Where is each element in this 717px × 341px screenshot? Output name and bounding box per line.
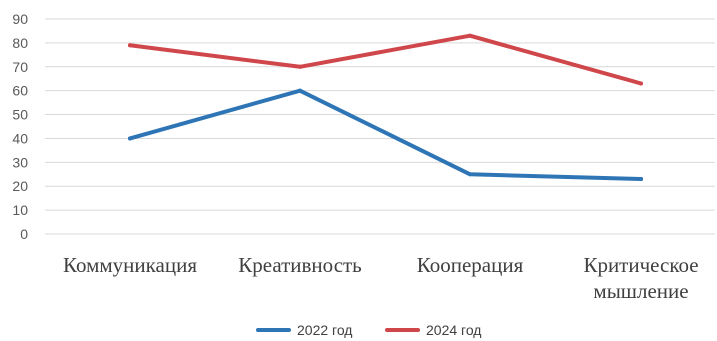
y-tick-label: 0 bbox=[20, 226, 28, 242]
series-line-1 bbox=[128, 88, 643, 182]
legend-item: 2024 год bbox=[385, 322, 481, 338]
y-tick-label: 20 bbox=[12, 178, 28, 194]
data-point bbox=[639, 177, 643, 182]
data-point bbox=[639, 81, 643, 86]
y-tick-label: 70 bbox=[12, 59, 28, 75]
legend-label: 2024 год bbox=[426, 322, 481, 338]
x-tick-label: Креативность bbox=[238, 253, 362, 277]
x-tick-label-line: Критическое bbox=[583, 253, 698, 277]
legend: 2022 год 2024 год bbox=[256, 322, 481, 338]
x-tick-label-line: Креативность bbox=[238, 253, 362, 277]
x-tick-label-line: Коммуникация bbox=[63, 253, 197, 277]
series-layer bbox=[128, 33, 643, 182]
data-point bbox=[128, 136, 132, 141]
data-point bbox=[468, 172, 472, 177]
data-point bbox=[128, 43, 132, 48]
grid-layer bbox=[45, 18, 715, 235]
y-axis-ticks: 0 10 20 30 40 50 60 70 80 90 bbox=[12, 11, 28, 242]
y-tick-label: 30 bbox=[12, 154, 28, 170]
y-tick-label: 60 bbox=[12, 83, 28, 99]
y-tick-label: 10 bbox=[12, 202, 28, 218]
legend-label: 2022 год bbox=[297, 322, 352, 338]
legend-item: 2022 год bbox=[256, 322, 352, 338]
x-tick-label-line: Кооперация bbox=[417, 253, 524, 277]
x-tick-label-line: мышление bbox=[593, 279, 688, 303]
data-point bbox=[468, 33, 472, 38]
y-tick-label: 80 bbox=[12, 35, 28, 51]
y-tick-label: 90 bbox=[12, 11, 28, 27]
x-tick-label: Кооперация bbox=[417, 253, 524, 277]
series-line-2 bbox=[128, 33, 643, 86]
x-axis-ticks: Коммуникация Креативность Кооперация Критич… bbox=[63, 253, 699, 303]
y-tick-label: 50 bbox=[12, 107, 28, 123]
x-tick-label: Коммуникация bbox=[63, 253, 197, 277]
data-point bbox=[298, 88, 302, 93]
data-point bbox=[298, 64, 302, 69]
y-tick-label: 40 bbox=[12, 130, 28, 146]
